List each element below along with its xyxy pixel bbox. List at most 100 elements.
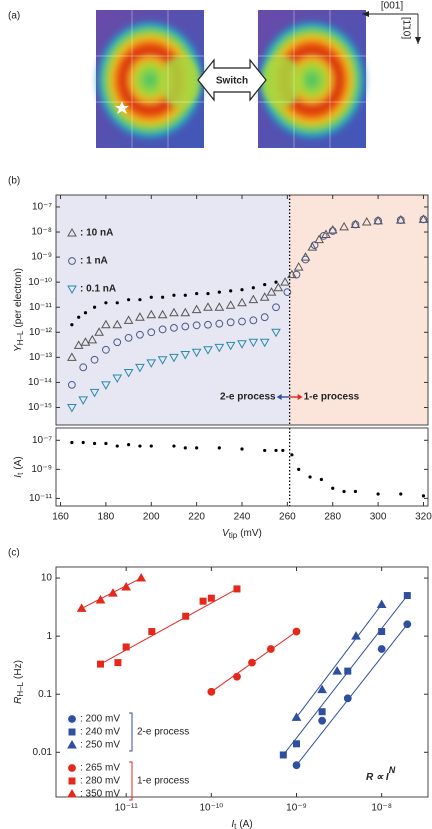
x-tick-label: 240 <box>234 512 251 523</box>
marker <box>69 716 76 723</box>
plot-frame <box>56 428 428 506</box>
formula: R ∝ IN <box>366 765 396 782</box>
map-opening <box>262 56 302 108</box>
marker <box>208 595 214 601</box>
panel-label: (a) <box>8 11 20 22</box>
marker <box>69 778 75 784</box>
marker <box>352 632 360 639</box>
legend-label: : 10 nA <box>80 228 113 239</box>
marker <box>404 593 410 599</box>
marker <box>252 286 255 289</box>
marker <box>293 741 299 747</box>
switch-label: Switch <box>216 76 248 87</box>
fit-line <box>283 596 407 755</box>
panel-label: (b) <box>8 176 20 187</box>
legend-label: : 265 mV <box>80 763 120 774</box>
marker <box>234 673 241 680</box>
marker <box>240 447 243 450</box>
marker <box>68 790 76 797</box>
region <box>290 195 428 425</box>
x-tick-label: 200 <box>143 512 160 523</box>
marker <box>138 444 141 447</box>
y-tick-label: 1 <box>46 631 52 642</box>
marker <box>293 628 300 635</box>
marker <box>115 660 121 666</box>
x-tick-label: 160 <box>52 512 69 523</box>
y-tick-label: 10⁻¹⁵ <box>28 402 52 413</box>
x-tick-label: 10⁻⁸ <box>371 803 392 814</box>
marker <box>378 646 385 653</box>
marker <box>378 601 386 608</box>
marker <box>104 442 107 445</box>
map-opening <box>160 56 200 108</box>
legend-label: : 200 mV <box>80 714 120 725</box>
y-tick-label: 10⁻⁸ <box>31 227 52 238</box>
legend-label: : 240 mV <box>80 727 120 738</box>
y-tick-label: 10⁻¹⁴ <box>28 377 52 388</box>
marker <box>116 444 119 447</box>
marker <box>267 646 274 653</box>
y-tick-label: 10⁻⁷ <box>32 435 52 446</box>
marker <box>297 468 300 471</box>
figure: (a) Switch [001] [1̄10] NDNNDN(b)10⁻⁷10⁻… <box>0 0 432 829</box>
fit-line <box>296 605 381 718</box>
y-tick-label: 0.1 <box>38 689 52 700</box>
marker <box>69 729 75 735</box>
panel-label: (c) <box>8 548 20 559</box>
x-tick-label: 260 <box>279 512 296 523</box>
marker <box>137 574 145 581</box>
marker <box>150 296 153 299</box>
marker <box>308 475 311 478</box>
marker <box>123 644 129 650</box>
annotation: 2-e process <box>137 727 189 738</box>
marker <box>344 695 351 702</box>
marker <box>218 291 221 294</box>
annotation: 2-e process <box>220 392 276 403</box>
axis-label: Vtip(mV) <box>222 528 262 540</box>
y-tick-label: 10⁻⁹ <box>31 252 52 263</box>
marker <box>345 668 351 674</box>
y-tick-label: 10⁻¹² <box>29 327 53 338</box>
annotation: 1-e process <box>304 392 360 403</box>
marker <box>290 453 293 456</box>
y-tick-label: 10⁻¹⁰ <box>28 277 52 288</box>
y-tick-label: 10⁻⁹ <box>31 464 52 475</box>
marker <box>200 598 206 604</box>
legend-label: : 350 mV <box>80 789 120 800</box>
marker <box>68 741 76 748</box>
axis-label-sub: tip <box>229 531 238 540</box>
bracket <box>129 713 132 751</box>
marker <box>229 289 232 292</box>
axis-label-main: R <box>13 697 24 704</box>
marker <box>422 494 425 497</box>
marker <box>319 709 325 715</box>
marker <box>78 604 86 611</box>
formula-sup: N <box>389 765 396 775</box>
marker <box>150 444 153 447</box>
x-tick-label: 10⁻⁹ <box>286 803 307 814</box>
marker <box>208 688 215 695</box>
y-tick-label: 10⁻⁷ <box>32 202 52 213</box>
x-tick-label: 300 <box>370 512 387 523</box>
marker <box>149 629 155 635</box>
marker <box>161 296 164 299</box>
axis-label-unit: (A) <box>239 819 252 829</box>
marker <box>399 492 402 495</box>
x-tick-label: 280 <box>324 512 341 523</box>
marker <box>234 586 240 592</box>
x-tick-label: 220 <box>188 512 205 523</box>
marker <box>280 752 286 758</box>
legend-label: : 1 nA <box>80 256 108 267</box>
page: (a) Switch [001] [1̄10] NDNNDN(b)10⁻⁷10⁻… <box>0 0 432 829</box>
x-tick-label: 10⁻¹¹ <box>115 803 139 814</box>
marker <box>93 442 96 445</box>
marker <box>379 629 385 635</box>
axis-label-sub: t <box>234 822 237 829</box>
marker <box>70 323 73 326</box>
marker <box>127 443 130 446</box>
marker <box>104 301 107 304</box>
marker <box>77 316 80 319</box>
axis-label: YH–L(per electron) <box>13 268 25 352</box>
marker <box>320 478 323 481</box>
fit-line <box>101 589 237 664</box>
